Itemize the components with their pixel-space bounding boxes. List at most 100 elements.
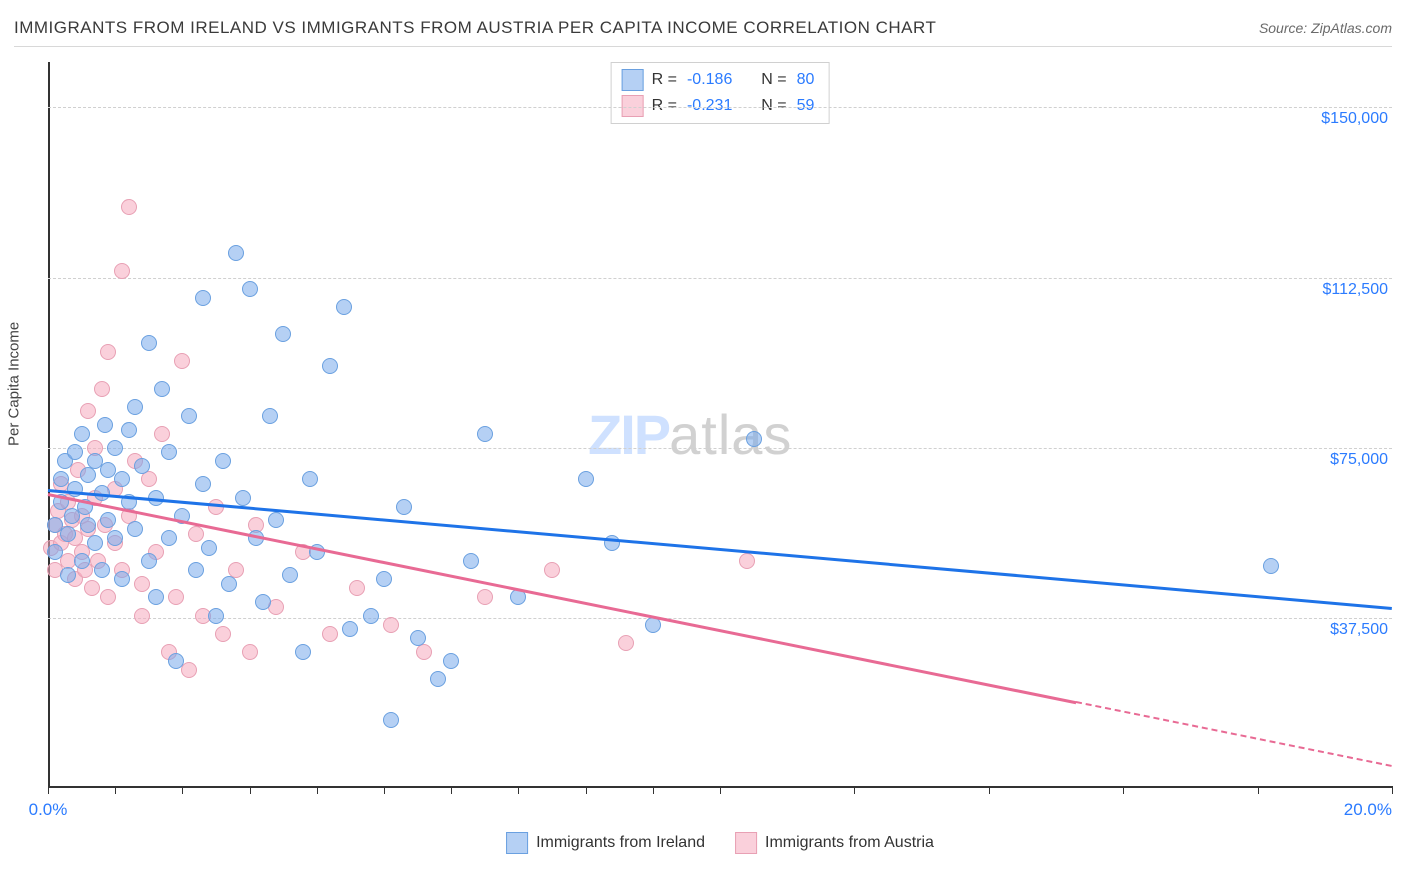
legend-swatch (622, 95, 644, 117)
data-point (255, 594, 271, 610)
data-point (215, 626, 231, 642)
data-point (80, 517, 96, 533)
data-point (141, 553, 157, 569)
y-tick-label: $150,000 (1321, 110, 1388, 128)
x-tick (451, 786, 452, 794)
gridline (48, 618, 1392, 619)
x-tick (1258, 786, 1259, 794)
data-point (161, 444, 177, 460)
data-point (181, 408, 197, 424)
data-point (94, 562, 110, 578)
data-point (363, 608, 379, 624)
data-point (141, 335, 157, 351)
x-tick (653, 786, 654, 794)
data-point (477, 426, 493, 442)
y-axis-line (48, 62, 50, 788)
x-tick (317, 786, 318, 794)
data-point (322, 626, 338, 642)
x-tick (48, 786, 49, 794)
x-tick (1123, 786, 1124, 794)
x-tick (1392, 786, 1393, 794)
x-tick (989, 786, 990, 794)
data-point (215, 453, 231, 469)
chart-title: IMMIGRANTS FROM IRELAND VS IMMIGRANTS FR… (14, 18, 936, 38)
data-point (60, 567, 76, 583)
series-legend: Immigrants from IrelandImmigrants from A… (506, 832, 934, 854)
data-point (262, 408, 278, 424)
data-point (114, 471, 130, 487)
title-bar: IMMIGRANTS FROM IRELAND VS IMMIGRANTS FR… (14, 18, 1392, 47)
data-point (87, 535, 103, 551)
data-point (268, 512, 284, 528)
data-point (134, 608, 150, 624)
data-point (242, 281, 258, 297)
data-point (544, 562, 560, 578)
data-point (342, 621, 358, 637)
data-point (295, 644, 311, 660)
data-point (416, 644, 432, 660)
data-point (74, 426, 90, 442)
legend-swatch (506, 832, 528, 854)
data-point (322, 358, 338, 374)
data-point (188, 526, 204, 542)
legend-r-label: R = (652, 97, 677, 115)
data-point (148, 589, 164, 605)
watermark-zip: ZIP (588, 403, 669, 466)
legend-item: Immigrants from Ireland (506, 832, 705, 854)
data-point (114, 263, 130, 279)
data-point (618, 635, 634, 651)
data-point (100, 344, 116, 360)
data-point (221, 576, 237, 592)
data-point (74, 553, 90, 569)
data-point (174, 353, 190, 369)
legend-swatch (622, 69, 644, 91)
data-point (121, 422, 137, 438)
data-point (336, 299, 352, 315)
trend-line (48, 493, 1077, 704)
data-point (94, 381, 110, 397)
gridline (48, 278, 1392, 279)
data-point (141, 471, 157, 487)
legend-n-value: 80 (797, 71, 815, 89)
data-point (107, 440, 123, 456)
data-point (100, 512, 116, 528)
data-point (430, 671, 446, 687)
gridline (48, 107, 1392, 108)
data-point (242, 644, 258, 660)
data-point (127, 521, 143, 537)
y-tick-label: $75,000 (1330, 451, 1388, 469)
x-tick (586, 786, 587, 794)
data-point (275, 326, 291, 342)
x-tick (250, 786, 251, 794)
x-tick (518, 786, 519, 794)
legend-swatch (735, 832, 757, 854)
x-tick (854, 786, 855, 794)
data-point (201, 540, 217, 556)
data-point (114, 571, 130, 587)
data-point (181, 662, 197, 678)
watermark: ZIPatlas (588, 402, 792, 467)
data-point (188, 562, 204, 578)
data-point (154, 426, 170, 442)
data-point (107, 530, 123, 546)
x-tick (115, 786, 116, 794)
x-tick (384, 786, 385, 794)
data-point (60, 526, 76, 542)
data-point (383, 617, 399, 633)
source-name: ZipAtlas.com (1311, 20, 1392, 36)
legend-row: R =-0.186 N =80 (622, 67, 819, 93)
data-point (410, 630, 426, 646)
scatter-plot: ZIPatlas R =-0.186 N =80R =-0.231 N =59 … (48, 62, 1392, 822)
x-tick (182, 786, 183, 794)
data-point (578, 471, 594, 487)
data-point (443, 653, 459, 669)
data-point (134, 458, 150, 474)
data-point (127, 399, 143, 415)
data-point (84, 580, 100, 596)
data-point (195, 290, 211, 306)
legend-r-value: -0.186 (687, 71, 732, 89)
data-point (282, 567, 298, 583)
gridline (48, 448, 1392, 449)
y-tick-label: $112,500 (1322, 281, 1388, 299)
data-point (161, 530, 177, 546)
